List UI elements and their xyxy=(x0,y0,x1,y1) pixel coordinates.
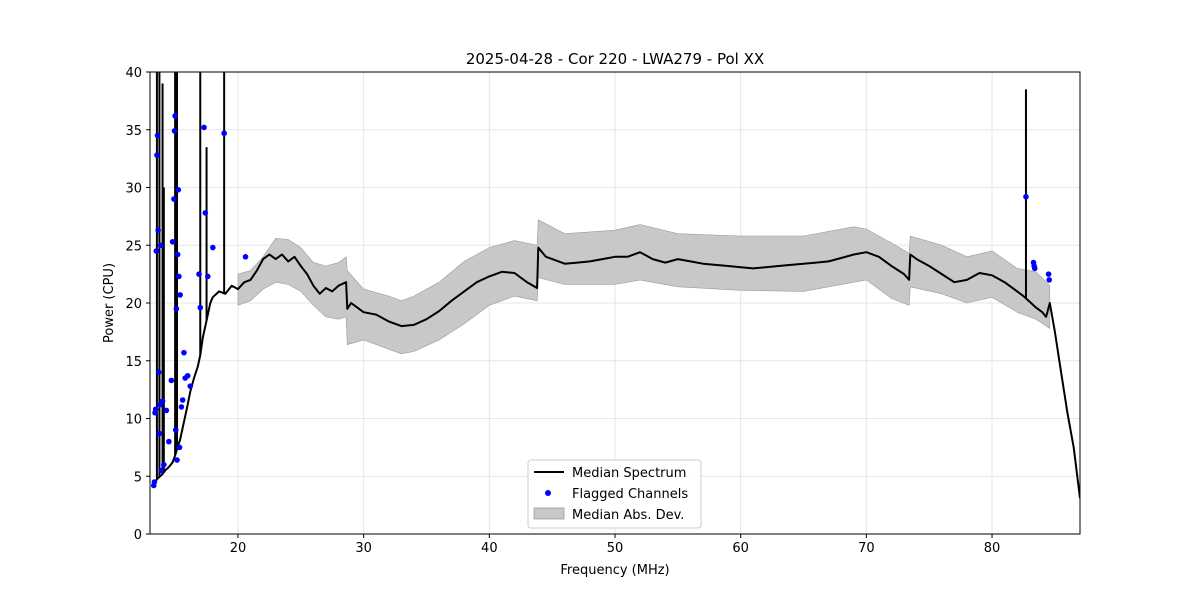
flagged-point xyxy=(168,377,175,384)
flagged-point xyxy=(1045,271,1052,277)
flagged-point xyxy=(152,406,159,413)
y-tick-label: 25 xyxy=(125,239,142,254)
flagged-point xyxy=(173,305,180,312)
flagged-point xyxy=(181,349,187,356)
flagged-point xyxy=(197,304,204,311)
y-tick-label: 40 xyxy=(125,66,142,81)
spike-lines xyxy=(155,72,1027,480)
y-tick-label: 5 xyxy=(134,470,142,485)
flagged-point xyxy=(1031,265,1038,272)
flagged-point xyxy=(175,187,182,193)
flagged-point xyxy=(176,444,183,451)
y-axis-label: Power (CPU) xyxy=(102,263,117,343)
flagged-point xyxy=(172,113,178,119)
flagged-channels xyxy=(150,113,1053,489)
median-abs-dev-band xyxy=(237,219,1051,355)
legend-flagged-swatch xyxy=(545,490,551,496)
flagged-point xyxy=(155,227,161,234)
flagged-point xyxy=(154,132,161,139)
y-tick-label: 20 xyxy=(125,297,142,312)
flagged-point xyxy=(1023,193,1029,200)
flagged-point xyxy=(187,383,194,389)
legend-median-label: Median Spectrum xyxy=(572,466,686,481)
flagged-point xyxy=(1046,277,1053,283)
x-tick-label: 60 xyxy=(732,541,749,556)
flagged-point xyxy=(154,152,160,158)
flagged-point xyxy=(158,467,165,474)
flagged-point xyxy=(166,438,172,445)
y-tick-label: 35 xyxy=(125,124,142,139)
flagged-point xyxy=(151,479,158,485)
y-tick-label: 30 xyxy=(125,182,142,197)
x-axis-label: Frequency (MHz) xyxy=(560,563,669,578)
flagged-point xyxy=(155,369,162,376)
x-tick-label: 30 xyxy=(355,541,372,556)
flagged-point xyxy=(174,251,181,258)
flagged-point xyxy=(169,238,176,245)
flagged-point xyxy=(159,398,166,404)
median-spectrum-line xyxy=(154,246,1080,499)
y-tick-label: 15 xyxy=(125,355,142,370)
flagged-point xyxy=(184,372,191,379)
legend-mad-label: Median Abs. Dev. xyxy=(572,508,684,523)
flagged-point xyxy=(201,124,207,131)
flagged-point xyxy=(156,430,163,437)
y-axis-ticks: 0 5 10 15 20 25 30 35 40 xyxy=(125,66,150,543)
flagged-point xyxy=(205,273,211,280)
x-axis-ticks: 20 30 40 50 60 70 80 xyxy=(230,534,1001,556)
flagged-point xyxy=(196,271,202,277)
chart-title: 2025-04-28 - Cor 220 - LWA279 - Pol XX xyxy=(466,50,764,68)
x-tick-label: 70 xyxy=(858,541,875,556)
legend-mad-swatch xyxy=(533,507,565,520)
x-tick-label: 50 xyxy=(607,541,624,556)
flagged-point xyxy=(221,130,227,137)
legend-flagged-label: Flagged Channels xyxy=(572,487,688,502)
plot-area xyxy=(150,72,1080,499)
flagged-point xyxy=(163,407,170,414)
y-tick-label: 10 xyxy=(125,413,142,428)
flagged-point xyxy=(210,244,216,251)
x-tick-label: 80 xyxy=(984,541,1001,556)
flagged-point xyxy=(153,248,160,254)
flagged-point xyxy=(242,253,249,260)
y-tick-label: 0 xyxy=(134,528,142,543)
flagged-point xyxy=(176,273,182,280)
flagged-point xyxy=(178,404,185,410)
flagged-point xyxy=(202,210,209,216)
flagged-point xyxy=(171,128,178,134)
x-tick-label: 20 xyxy=(230,541,247,556)
legend: Median Spectrum Flagged Channels Median … xyxy=(527,459,702,529)
flagged-point xyxy=(172,427,179,433)
flagged-point xyxy=(174,457,180,463)
flagged-point xyxy=(161,461,167,468)
flagged-point xyxy=(179,397,186,403)
x-tick-label: 40 xyxy=(481,541,498,556)
flagged-point xyxy=(171,196,177,202)
flagged-point xyxy=(177,292,183,298)
legend-box xyxy=(527,459,702,529)
flagged-point xyxy=(157,242,164,249)
